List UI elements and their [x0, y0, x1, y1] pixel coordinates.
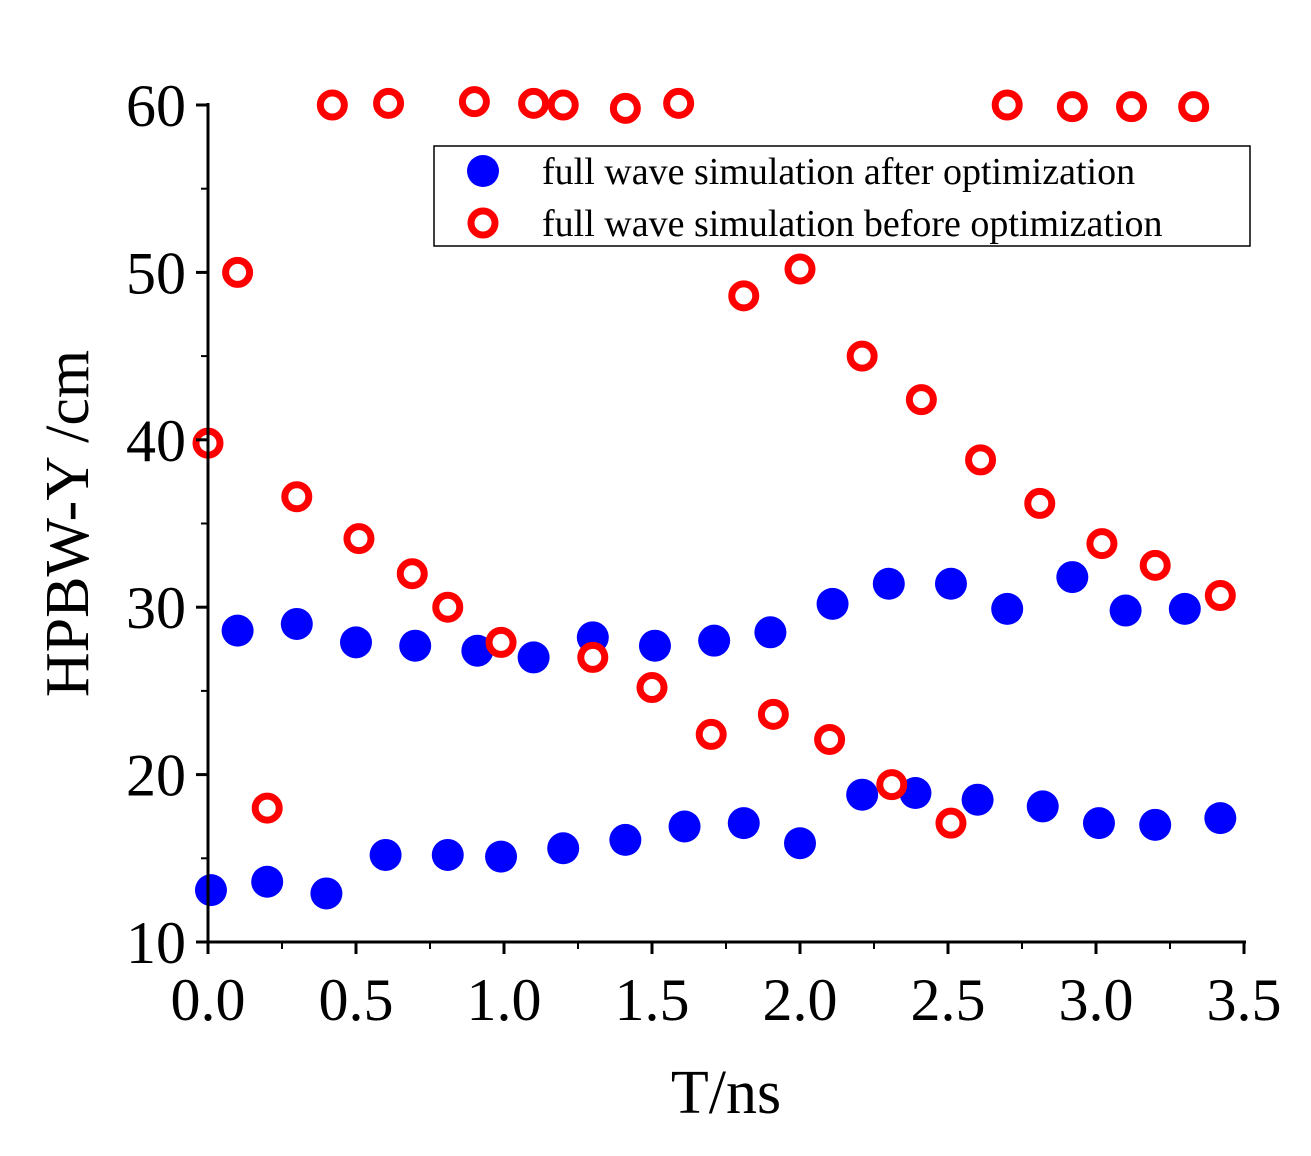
- point-before-optimization: [432, 591, 464, 623]
- point-before-optimization: [396, 558, 428, 590]
- x-tick-label: 2.0: [763, 967, 838, 1033]
- point-before-optimization: [814, 723, 846, 755]
- y-tick-label: 30: [126, 575, 186, 641]
- point-after-optimization: [280, 607, 313, 640]
- point-after-optimization: [1139, 808, 1172, 841]
- point-before-optimization: [577, 641, 609, 673]
- point-before-optimization: [1116, 91, 1148, 123]
- point-before-optimization: [846, 340, 878, 372]
- y-tick-label: 60: [126, 73, 186, 139]
- point-after-optimization: [872, 567, 905, 600]
- point-after-optimization: [1082, 807, 1115, 840]
- point-after-optimization: [668, 810, 701, 843]
- point-before-optimization: [905, 384, 937, 416]
- point-after-optimization: [369, 838, 402, 871]
- x-tick-label: 3.0: [1059, 967, 1134, 1033]
- point-after-optimization: [961, 783, 994, 816]
- point-before-optimization: [1204, 579, 1236, 611]
- x-tick-label: 0.5: [319, 967, 394, 1033]
- point-after-optimization: [461, 634, 494, 667]
- x-tick-label: 3.5: [1207, 967, 1282, 1033]
- point-before-optimization: [1178, 91, 1210, 123]
- legend: full wave simulation after optimization …: [433, 145, 1251, 247]
- point-after-optimization: [727, 807, 760, 840]
- point-before-optimization: [1086, 528, 1118, 560]
- x-axis-title: T/ns: [671, 1059, 781, 1127]
- point-before-optimization: [757, 698, 789, 730]
- plot-area: [192, 86, 1237, 910]
- point-after-optimization: [934, 567, 967, 600]
- point-before-optimization: [518, 87, 550, 119]
- point-after-optimization: [698, 624, 731, 657]
- y-tick-label: 40: [126, 408, 186, 474]
- point-before-optimization: [1056, 91, 1088, 123]
- point-before-optimization: [547, 89, 579, 121]
- point-before-optimization: [251, 792, 283, 824]
- point-after-optimization: [1026, 790, 1059, 823]
- point-before-optimization: [485, 626, 517, 658]
- legend-label-before: full wave simulation before optimization: [542, 203, 1163, 245]
- point-after-optimization: [251, 865, 284, 898]
- point-after-optimization: [754, 616, 787, 649]
- point-before-optimization: [935, 807, 967, 839]
- point-after-optimization: [1204, 802, 1237, 835]
- point-after-optimization: [194, 874, 227, 907]
- point-before-optimization: [784, 253, 816, 285]
- legend-marker-after: [467, 155, 499, 187]
- point-after-optimization: [638, 629, 671, 662]
- point-after-optimization: [846, 778, 879, 811]
- point-after-optimization: [784, 827, 816, 860]
- point-before-optimization: [1024, 487, 1056, 519]
- y-axis-title: HPBW-Y /cm: [34, 350, 102, 697]
- y-tick-label: 20: [126, 743, 186, 809]
- point-after-optimization: [899, 777, 932, 810]
- point-before-optimization: [373, 87, 405, 119]
- point-before-optimization: [695, 718, 727, 750]
- legend-box: [433, 145, 1251, 247]
- point-before-optimization: [458, 86, 490, 118]
- x-tick-label: 0.0: [171, 967, 246, 1033]
- point-before-optimization: [991, 89, 1023, 121]
- point-before-optimization: [609, 92, 641, 124]
- point-after-optimization: [609, 823, 642, 856]
- legend-marker-before: [467, 207, 499, 239]
- point-after-optimization: [991, 592, 1024, 625]
- x-tick-label: 1.0: [467, 967, 542, 1033]
- y-tick-label: 10: [126, 910, 186, 976]
- point-after-optimization: [399, 629, 432, 662]
- legend-label-after: full wave simulation after optimization: [542, 151, 1135, 193]
- point-after-optimization: [1168, 592, 1201, 625]
- point-after-optimization: [340, 626, 372, 659]
- point-before-optimization: [728, 280, 760, 312]
- point-after-optimization: [310, 877, 343, 910]
- point-before-optimization: [663, 87, 695, 119]
- point-after-optimization: [1109, 594, 1142, 627]
- point-after-optimization: [485, 840, 518, 873]
- point-before-optimization: [343, 523, 375, 555]
- point-before-optimization: [316, 89, 348, 121]
- x-tick-label: 1.5: [615, 967, 690, 1033]
- point-before-optimization: [1139, 549, 1171, 581]
- point-before-optimization: [965, 444, 997, 476]
- point-after-optimization: [816, 587, 849, 620]
- point-before-optimization: [636, 672, 668, 704]
- point-after-optimization: [517, 641, 550, 674]
- ticks: 0.0 0.5 1.0 1.5 2.0 2.5 3.0 3.5 10 20 30 40 50 60: [126, 73, 1282, 1033]
- point-after-optimization: [221, 614, 254, 647]
- x-tick-label: 2.5: [911, 967, 986, 1033]
- point-after-optimization: [1056, 561, 1089, 594]
- point-after-optimization: [431, 838, 464, 871]
- point-after-optimization: [547, 832, 580, 865]
- point-before-optimization: [876, 769, 908, 801]
- point-before-optimization: [222, 256, 254, 288]
- y-tick-label: 50: [126, 240, 186, 306]
- point-before-optimization: [281, 481, 313, 513]
